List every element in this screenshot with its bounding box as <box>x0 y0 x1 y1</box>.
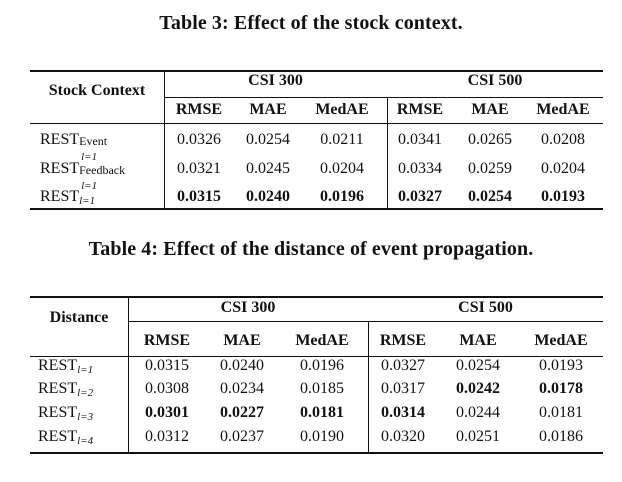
column-divider <box>164 70 165 208</box>
row-label-subscript: l=1 <box>81 180 98 192</box>
row-header: Stock Context <box>48 82 146 99</box>
metric-header: RMSE <box>175 101 223 118</box>
row-label-base: REST <box>38 428 78 445</box>
row-label: RESTl=4 <box>38 428 93 447</box>
table-cell: 0.0341 <box>398 131 442 148</box>
row-label-subscript: l=1 <box>79 195 96 207</box>
row-label: RESTl=1 <box>40 188 95 207</box>
metric-header: MedAE <box>534 332 588 349</box>
metric-header: MAE <box>223 332 261 349</box>
row-label: REST Feedback l=1 <box>40 160 125 192</box>
table-cell: 0.0254 <box>456 357 500 374</box>
group-header: CSI 300 <box>220 299 276 316</box>
table-cell: 0.0227 <box>220 404 264 421</box>
table-cell: 0.0234 <box>220 380 264 397</box>
metric-header: RMSE <box>396 101 444 118</box>
table-cell: 0.0190 <box>300 428 344 445</box>
table-cell: 0.0178 <box>539 380 583 397</box>
table-cell: 0.0334 <box>398 160 442 177</box>
table-cell: 0.0254 <box>468 188 512 205</box>
table-4-caption: Table 4: Effect of the distance of event… <box>88 238 534 260</box>
table-cell: 0.0315 <box>177 188 221 205</box>
table-cell: 0.0327 <box>398 188 442 205</box>
metric-header: MedAE <box>315 101 369 118</box>
top-rule <box>30 70 603 72</box>
row-label-subscript: l=1 <box>81 151 98 163</box>
row-label: RESTl=2 <box>38 380 93 399</box>
table-cell: 0.0326 <box>177 131 221 148</box>
table-cell: 0.0315 <box>145 357 189 374</box>
group-divider <box>387 97 388 208</box>
metric-header: RMSE <box>143 332 191 349</box>
table-cell: 0.0196 <box>320 188 364 205</box>
table-cell: 0.0237 <box>220 428 264 445</box>
table-3-caption: Table 3: Effect of the stock context. <box>159 12 463 34</box>
bottom-rule <box>30 208 603 210</box>
table-cell: 0.0196 <box>300 357 344 374</box>
group-header: CSI 500 <box>458 299 513 316</box>
metric-header: MAE <box>249 101 287 118</box>
table-cell: 0.0186 <box>539 428 583 445</box>
table-cell: 0.0320 <box>381 428 425 445</box>
row-label: REST Event l=1 <box>40 131 107 163</box>
row-label-base: REST <box>40 131 80 148</box>
group-rule <box>128 321 603 322</box>
row-label-superscript: Event <box>79 134 108 148</box>
table-cell: 0.0244 <box>456 404 500 421</box>
group-header: CSI 300 <box>248 72 303 89</box>
table-cell: 0.0254 <box>246 131 290 148</box>
table-cell: 0.0204 <box>320 160 364 177</box>
metric-header: MAE <box>471 101 509 118</box>
metric-header: RMSE <box>379 332 427 349</box>
table-cell: 0.0321 <box>177 160 221 177</box>
group-rule <box>164 97 603 98</box>
table-cell: 0.0240 <box>246 188 290 205</box>
row-label-base: REST <box>38 357 78 374</box>
table-cell: 0.0308 <box>145 380 189 397</box>
row-header: Distance <box>49 309 109 326</box>
table-cell: 0.0211 <box>320 131 364 148</box>
table-cell: 0.0181 <box>539 404 583 421</box>
table-cell: 0.0301 <box>145 404 189 421</box>
row-label-subscript: l=4 <box>77 435 94 447</box>
metric-header: MedAE <box>295 332 349 349</box>
table-cell: 0.0251 <box>456 428 500 445</box>
row-label-superscript: Feedback <box>79 163 126 177</box>
table-cell: 0.0208 <box>541 131 585 148</box>
header-rule <box>30 123 603 124</box>
row-label-base: REST <box>38 404 78 421</box>
group-divider <box>368 321 369 452</box>
header-rule <box>30 356 603 357</box>
table-cell: 0.0327 <box>381 357 425 374</box>
row-label-subscript: l=3 <box>77 411 94 423</box>
row-label: RESTl=3 <box>38 404 93 423</box>
metric-header: MedAE <box>536 101 590 118</box>
metric-header: MAE <box>459 332 497 349</box>
table-cell: 0.0265 <box>468 131 512 148</box>
table-cell: 0.0245 <box>246 160 290 177</box>
table-cell: 0.0185 <box>300 380 344 397</box>
row-label-base: REST <box>40 160 80 177</box>
table-cell: 0.0242 <box>456 380 500 397</box>
bottom-rule <box>30 452 603 454</box>
table-cell: 0.0204 <box>541 160 585 177</box>
top-rule <box>30 296 603 298</box>
row-label-base: REST <box>38 380 78 397</box>
table-cell: 0.0312 <box>145 428 189 445</box>
row-label-base: REST <box>40 188 80 205</box>
group-header: CSI 500 <box>467 72 523 89</box>
table-cell: 0.0314 <box>381 404 425 421</box>
row-label: RESTl=1 <box>38 357 93 376</box>
table-cell: 0.0193 <box>541 188 585 205</box>
table-cell: 0.0193 <box>539 357 583 374</box>
table-cell: 0.0240 <box>220 357 264 374</box>
row-label-subscript: l=2 <box>77 387 94 399</box>
table-cell: 0.0181 <box>300 404 344 421</box>
table-cell: 0.0317 <box>381 380 425 397</box>
column-divider <box>128 296 129 452</box>
row-label-subscript: l=1 <box>77 364 94 376</box>
table-cell: 0.0259 <box>468 160 512 177</box>
